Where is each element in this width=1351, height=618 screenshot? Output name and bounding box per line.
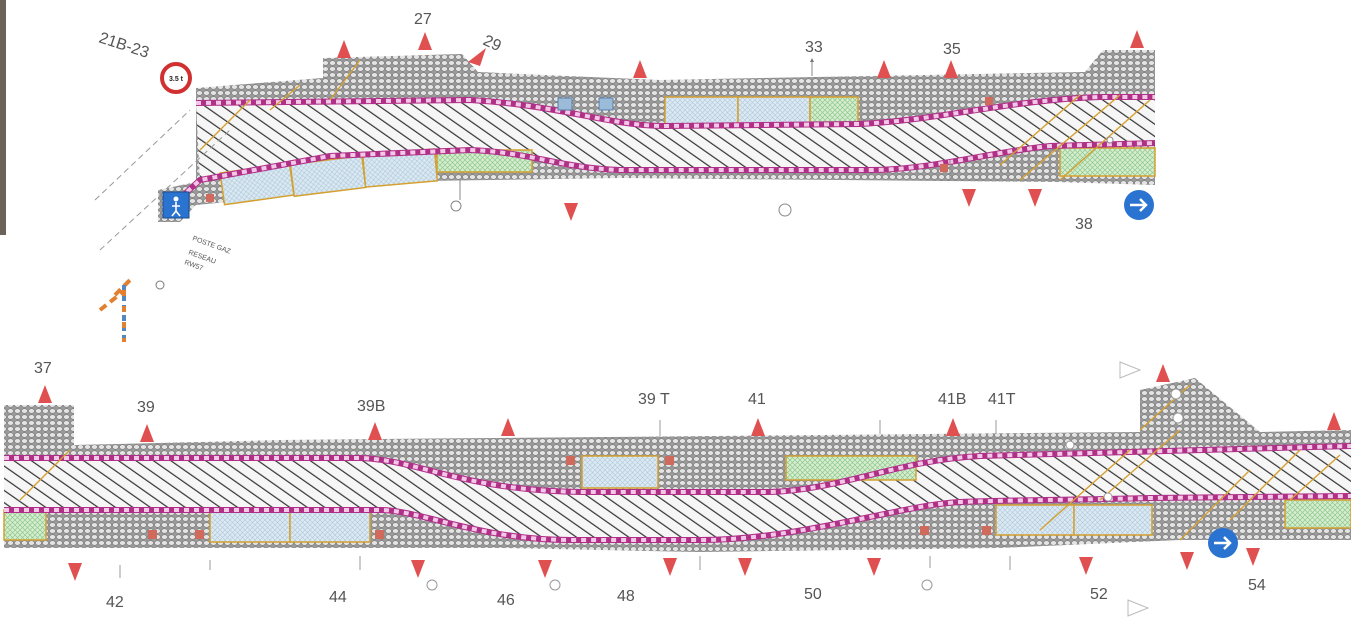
house-number: 42 bbox=[106, 594, 124, 611]
bottom-triangle-markers bbox=[38, 364, 1341, 581]
triangle-marker-icon bbox=[1079, 557, 1093, 575]
house-number: 52 bbox=[1090, 586, 1108, 603]
triangle-marker-icon bbox=[1327, 412, 1341, 430]
triangle-marker-icon bbox=[1246, 548, 1260, 566]
triangle-marker-icon bbox=[1130, 30, 1144, 48]
house-number: 46 bbox=[497, 592, 515, 609]
top-plan-strip bbox=[94, 50, 1156, 342]
triangle-marker-icon bbox=[538, 560, 552, 578]
house-number: 39 T bbox=[638, 391, 670, 408]
green-bay bbox=[1284, 499, 1351, 529]
triangle-marker-icon bbox=[468, 48, 486, 66]
green-bay bbox=[3, 509, 47, 541]
house-number: 38 bbox=[1075, 216, 1093, 233]
parking-bay bbox=[581, 455, 659, 489]
curb-line-south bbox=[4, 493, 1351, 543]
triangle-marker-icon bbox=[1156, 364, 1170, 382]
parking-bay bbox=[209, 509, 291, 543]
network-code: RW57 bbox=[183, 259, 204, 272]
house-number: 37 bbox=[34, 360, 52, 377]
triangle-marker-icon bbox=[1028, 189, 1042, 207]
green-bay bbox=[1059, 147, 1156, 177]
triangle-marker-icon bbox=[68, 563, 82, 581]
house-number: 50 bbox=[804, 586, 822, 603]
triangle-marker-icon bbox=[663, 558, 677, 576]
parking-bay bbox=[289, 509, 371, 543]
triangle-marker-icon bbox=[877, 60, 891, 78]
house-number: 39 bbox=[137, 399, 155, 416]
triangle-marker-icon bbox=[946, 418, 960, 436]
house-number: 44 bbox=[329, 589, 347, 606]
triangle-marker-icon bbox=[564, 203, 578, 221]
house-number: 27 bbox=[414, 11, 432, 28]
house-number: 54 bbox=[1248, 577, 1266, 594]
house-number: 21B-23 bbox=[97, 30, 151, 62]
house-number: 35 bbox=[943, 41, 961, 58]
triangle-marker-icon bbox=[944, 60, 958, 78]
triangle-marker-icon bbox=[368, 422, 382, 440]
triangle-marker-icon bbox=[867, 558, 881, 576]
triangle-marker-icon bbox=[1180, 552, 1194, 570]
parking-bay bbox=[664, 96, 739, 127]
top-sign-posts bbox=[450, 58, 1114, 217]
triangle-marker-icon bbox=[738, 558, 752, 576]
weight-limit-text: 3.5 t bbox=[169, 76, 184, 83]
photo-edge-strip bbox=[0, 0, 6, 235]
house-number: 33 bbox=[805, 39, 823, 56]
triangle-marker-icon bbox=[411, 560, 425, 578]
direction-arrow-icon bbox=[1124, 190, 1154, 220]
top-triangle-markers bbox=[337, 30, 1144, 221]
triangle-marker-icon bbox=[501, 418, 515, 436]
house-number: 29 bbox=[480, 32, 503, 55]
triangle-marker-icon bbox=[633, 60, 647, 78]
triangle-marker-icon bbox=[337, 40, 351, 58]
direction-arrow-icon bbox=[1208, 528, 1238, 558]
triangle-marker-icon bbox=[140, 424, 154, 442]
triangle-marker-icon bbox=[962, 189, 976, 207]
house-number: 48 bbox=[617, 588, 635, 605]
weight-limit-sign-icon: 3.5 t bbox=[160, 62, 192, 94]
bottom-plan-strip bbox=[0, 345, 1351, 618]
house-number: 41B bbox=[938, 391, 966, 408]
parking-bay bbox=[1073, 504, 1153, 536]
triangle-marker-icon bbox=[751, 418, 765, 436]
top-roadway-hatched bbox=[196, 97, 1155, 182]
triangle-marker-icon bbox=[38, 385, 52, 403]
house-number: 39B bbox=[357, 398, 385, 415]
house-number: 41 bbox=[748, 391, 766, 408]
triangle-marker-icon bbox=[418, 32, 432, 50]
pedestrian-sign-icon bbox=[162, 191, 190, 219]
house-number: 41T bbox=[988, 391, 1016, 408]
bottom-sign-posts bbox=[119, 420, 1011, 591]
